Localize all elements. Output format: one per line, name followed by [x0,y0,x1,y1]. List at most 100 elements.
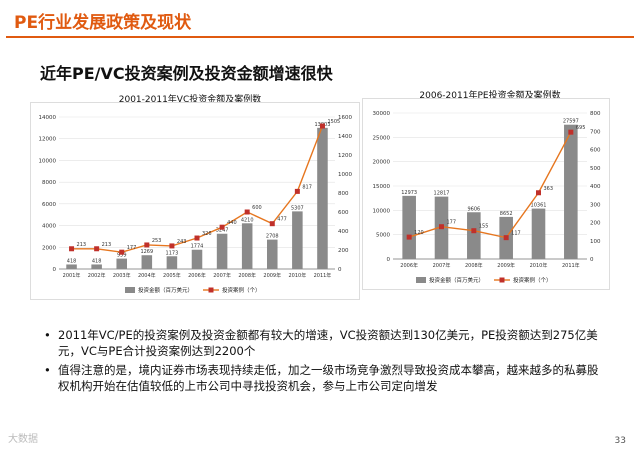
line-value-label: 600 [252,205,262,211]
title-bar: PE行业发展政策及现状 [6,6,634,38]
line-point [244,209,250,215]
chart2-title: 2006-2011年PE投资金额及案例数 [419,91,561,101]
bar [191,249,203,269]
line-value-label: 155 [479,224,489,230]
line-point [194,235,200,241]
bar [66,264,77,269]
y-left-tick-label: 12000 [39,137,57,143]
y-left-tick-label: 4000 [42,224,56,230]
bar [241,223,253,269]
bar-value-label: 9606 [467,206,480,212]
bar-value-label: 418 [67,258,77,264]
y-left-tick-label: 30000 [373,111,391,117]
y-right-tick-label: 1400 [338,134,352,140]
y-right-tick-label: 700 [590,129,601,135]
line-point [294,188,300,194]
bar [564,124,578,259]
line-point [269,221,275,227]
bar [402,195,416,259]
y-right-tick-label: 100 [590,239,601,245]
bar [116,258,127,269]
line-point [119,249,125,255]
bullet-dot-icon: • [44,328,51,342]
line-value-label: 243 [177,239,187,245]
slide-subtitle: 近年PE/VC投资案例及投资金额增速很快 [40,64,333,83]
y-right-tick-label: 800 [338,191,349,197]
y-right-tick-label: 600 [590,148,601,154]
legend-marker-swatch [208,287,214,293]
bar [141,255,153,269]
series-line [71,125,324,253]
line-value-label: 477 [277,217,287,223]
x-tick-label: 2010年 [288,272,306,279]
x-tick-label: 2009年 [497,262,515,269]
x-tick-label: 2002年 [88,272,106,279]
bar-value-label: 2708 [266,234,279,240]
y-right-tick-label: 1600 [338,115,352,121]
legend-label: 投资金额（百万美元） [429,276,484,284]
x-tick-label: 2003年 [113,272,131,279]
line-value-label: 695 [576,125,586,131]
y-right-tick-label: 300 [590,202,601,208]
x-tick-label: 2007年 [213,272,231,279]
y-right-tick-label: 800 [590,111,601,117]
x-tick-label: 2008年 [238,272,256,279]
y-right-tick-label: 400 [338,229,349,235]
bar-value-label: 1774 [191,244,204,250]
series-line [408,131,572,239]
line-value-label: 326 [202,231,212,237]
line-point [94,246,100,252]
bar-value-label: 418 [92,258,102,264]
y-left-tick-label: 2000 [42,245,56,251]
chart1-frame: 0 2000 4000 6000 8000 10000 12000 14000 0 200 400 6… [30,102,360,300]
bullet-dot-icon: • [44,363,51,377]
line-value-label: 177 [447,220,457,226]
y-right-tick-label: 1000 [338,172,352,178]
x-tick-label: 2005年 [163,272,181,279]
line-value-label: 363 [544,186,554,192]
y-left-tick-label: 10000 [373,208,391,214]
bullet-list: • 2011年VC/PE的投资案例及投资金额都有较大的增速，VC投资额达到130亿… [44,327,604,397]
line-point [69,246,75,252]
legend-bar-swatch [125,287,135,293]
x-tick-label: 2010年 [530,262,548,269]
line-value-label: 817 [302,184,312,190]
chart2-frame: 0 5000 10000 15000 20000 25000 30000 0 100 200 300… [362,98,610,290]
chart1-title: 2001-2011年VC投资金额及案例数 [118,95,262,105]
line-point [471,228,477,234]
y-left-tick-label: 5000 [376,233,390,239]
bar-value-label: 27597 [563,119,579,125]
line-point [219,224,225,230]
bar-value-label: 8652 [500,211,513,217]
line-value-label: 213 [102,242,112,248]
bar [216,233,228,269]
line-point [503,235,509,241]
y-left-tick-label: 0 [387,257,391,263]
bullet-item: • 值得注意的是，境内证券市场表现持续走低，加之一级市场竞争激烈导致投资成本攀高，… [44,362,604,394]
page-number: 33 [614,436,626,446]
line-value-label: 117 [511,231,521,237]
legend-bar-swatch [416,277,426,283]
x-tick-label: 2011年 [562,262,580,269]
y-left-tick-label: 15000 [373,184,391,190]
y-right-tick-label: 200 [338,248,349,254]
y-right-tick-label: 200 [590,221,601,227]
line-value-label: 1505 [327,119,340,125]
line-point [319,123,325,129]
slide-title: PE行业发展政策及现状 [14,13,192,33]
y-left-tick-label: 0 [53,267,57,273]
y-right-tick-label: 0 [590,257,594,263]
line-value-label: 213 [77,242,87,248]
bar [166,256,178,269]
y-right-tick-label: 400 [590,184,601,190]
bullet-text: 2011年VC/PE的投资案例及投资金额都有较大的增速，VC投资额达到130亿美… [58,328,598,358]
y-left-tick-label: 25000 [373,135,391,141]
line-value-label: 177 [127,245,137,251]
line-value-label: 120 [414,230,424,236]
line-point [439,224,444,230]
x-tick-label: 2006年 [400,262,418,269]
bar [267,239,278,269]
y-left-tick-label: 6000 [42,202,56,208]
bar-value-label: 4210 [241,217,254,223]
